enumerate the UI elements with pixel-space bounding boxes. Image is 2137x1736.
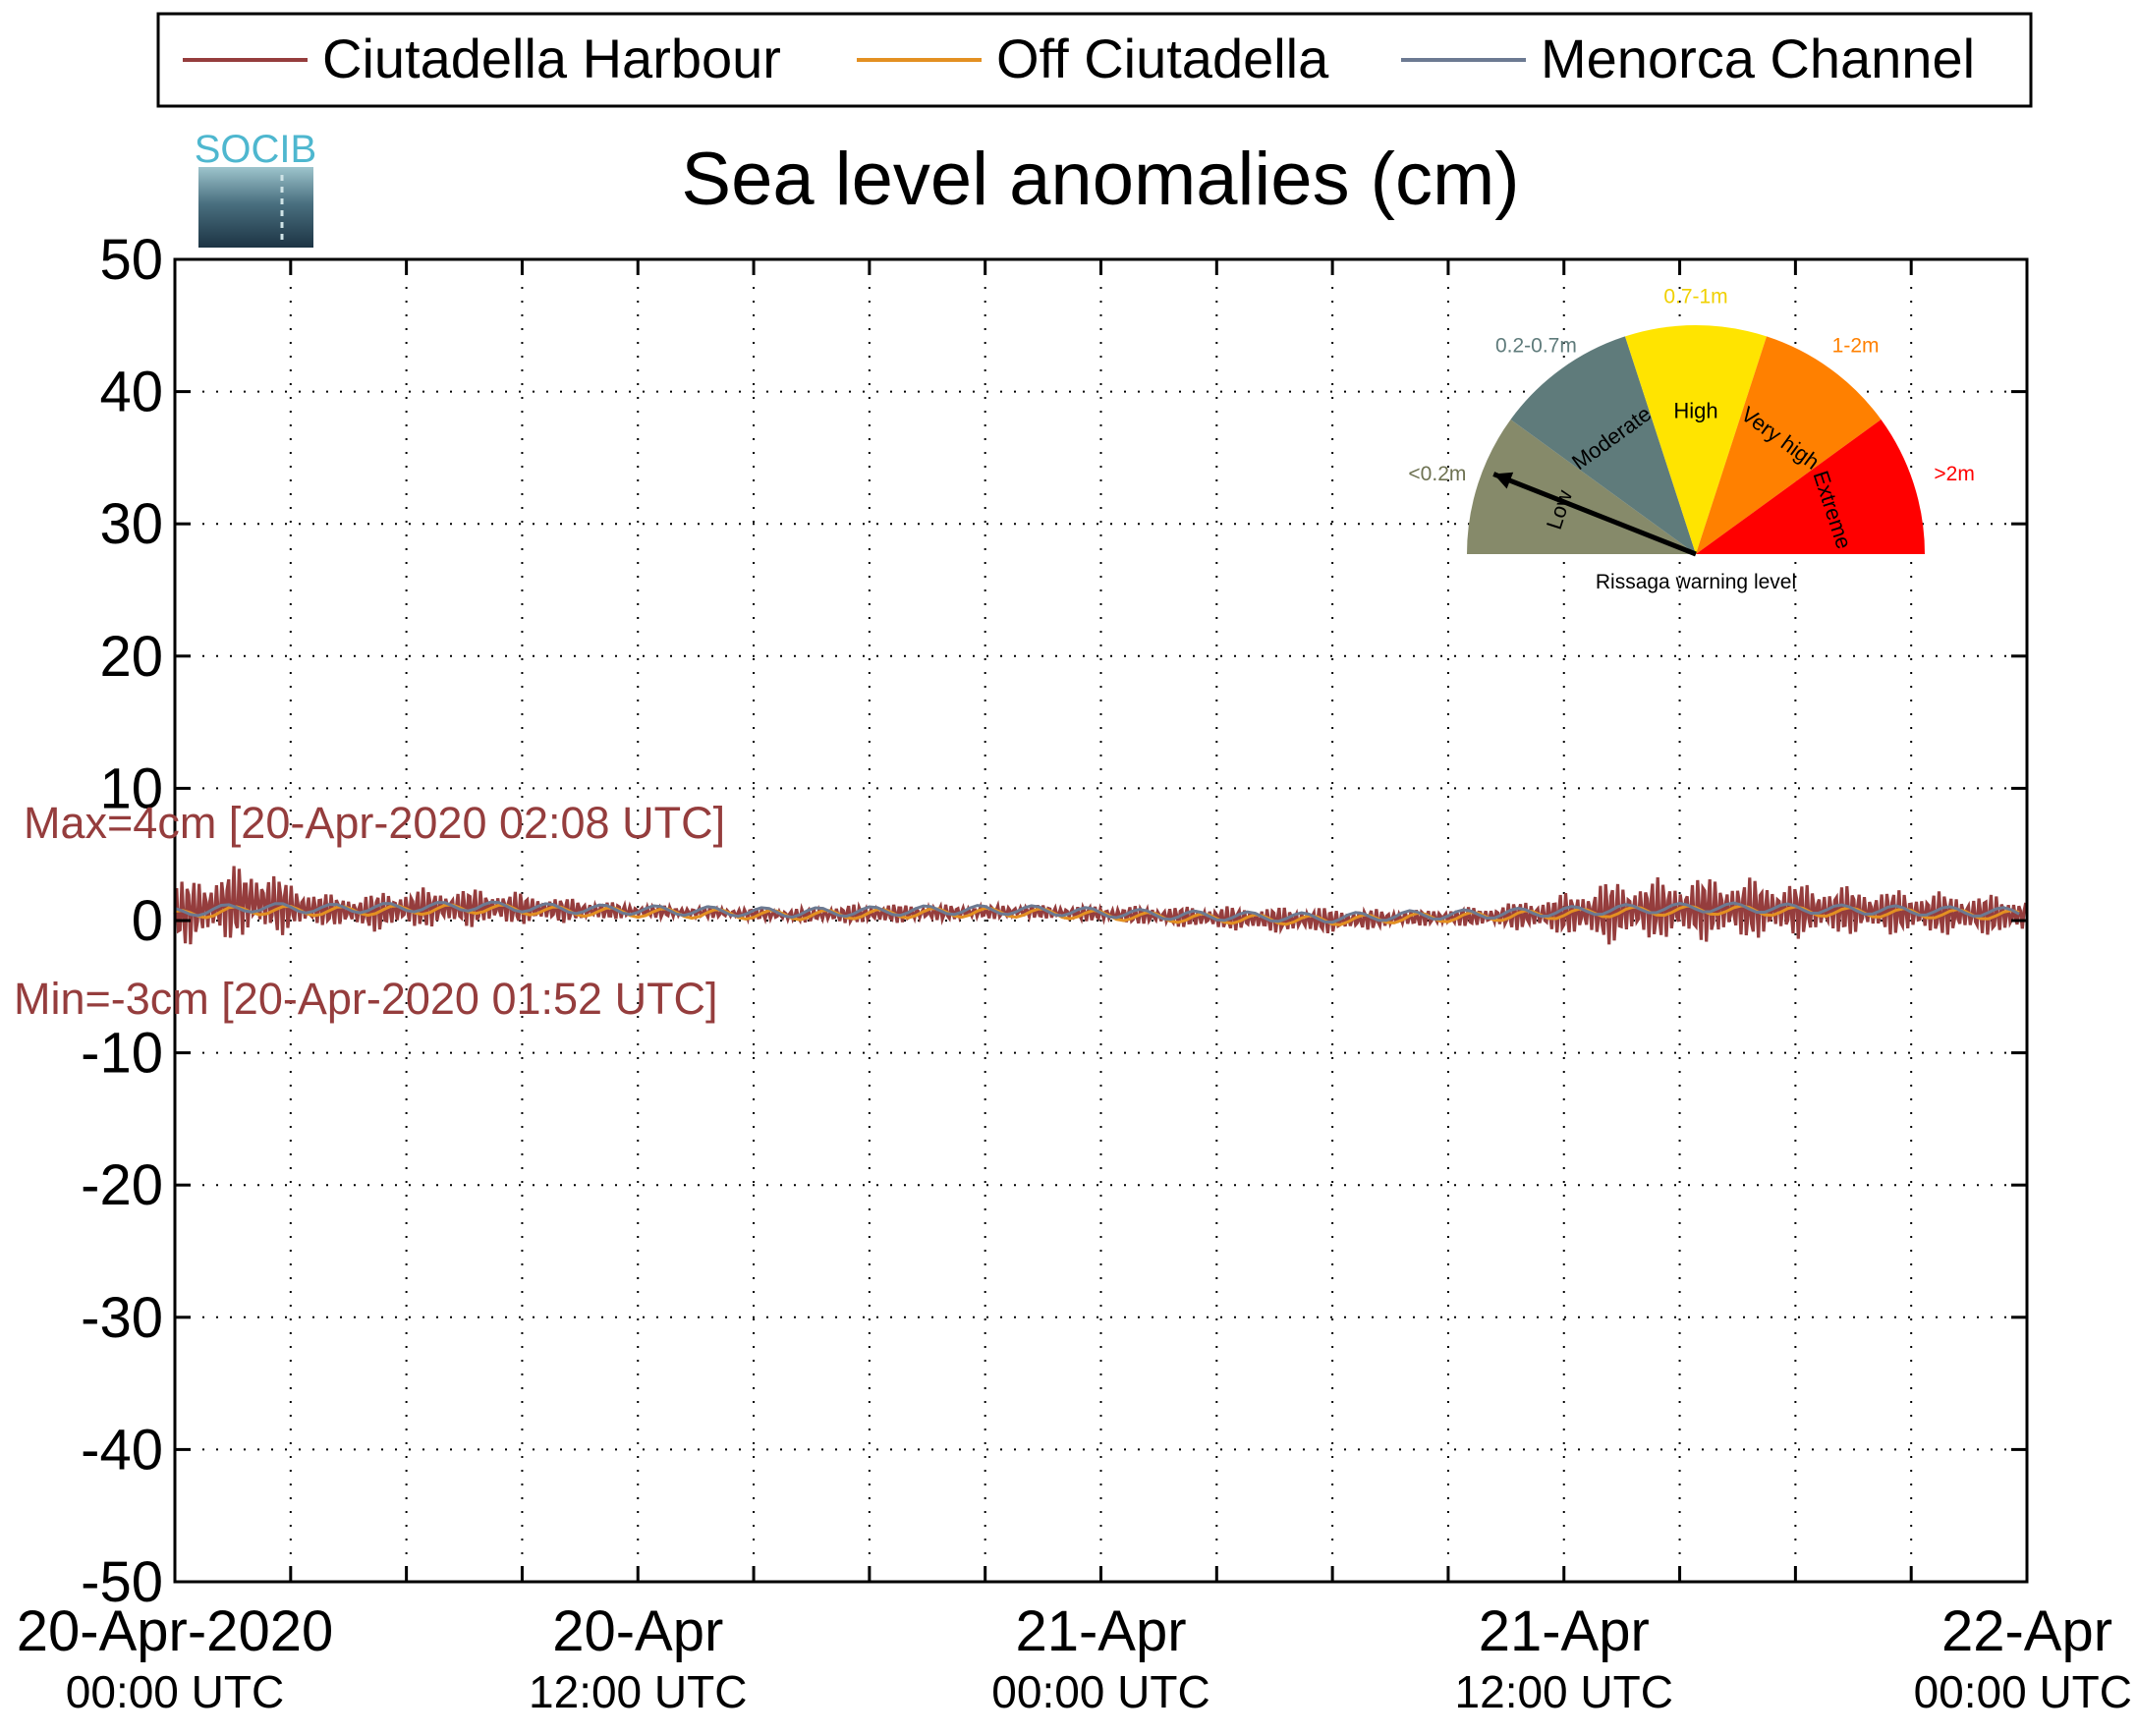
gauge-segment [1625, 324, 1767, 554]
logo-block [198, 167, 313, 248]
socib-logo: SOCIB [195, 128, 316, 248]
y-tick-label: 40 [99, 361, 163, 424]
y-tick-label: 10 [99, 756, 163, 820]
chart-title: Sea level anomalies (cm) [681, 138, 1519, 221]
legend-box [156, 12, 2033, 108]
y-tick-label: 50 [99, 228, 163, 292]
gauge-level-label: High [1673, 398, 1717, 422]
gauge-range-label: 0.7-1m [1663, 286, 1727, 308]
legend-label: Ciutadella Harbour [322, 28, 781, 89]
gauge-needle [1492, 472, 1697, 557]
gauge-segment [1467, 420, 1696, 554]
x-tick-date: 20-Apr [552, 1599, 723, 1663]
series-line-ciutadella-harbour [173, 866, 2028, 945]
x-tick-date: 21-Apr [1479, 1599, 1650, 1663]
legend-label: Menorca Channel [1541, 28, 1975, 89]
series-line-menorca-channel [174, 900, 2020, 924]
x-tick-time: 12:00 UTC [1455, 1666, 1673, 1717]
axis-ticks [173, 257, 2029, 1584]
y-tick-label: -50 [81, 1550, 163, 1614]
y-tick-label: -40 [81, 1418, 163, 1482]
series-layer [173, 866, 2028, 945]
x-tick-date: 20-Apr-2020 [17, 1599, 333, 1663]
max-annotation: Max=4cm [20-Apr-2020 02:08 UTC] [24, 798, 725, 848]
y-tick-label: 30 [99, 492, 163, 556]
x-tick-time: 00:00 UTC [991, 1666, 1209, 1717]
y-axis: -50 -40 -30 -20 -10 0 10 20 30 40 50 [81, 228, 163, 1614]
x-tick-time: 00:00 UTC [1914, 1666, 2132, 1717]
gauge-needle-head [1493, 472, 1514, 489]
gauge-segment [1696, 420, 1925, 554]
min-annotation: Min=-3cm [20-Apr-2020 01:52 UTC] [14, 974, 718, 1024]
y-tick-label: -10 [81, 1022, 163, 1086]
gauge-segment [1696, 336, 1882, 554]
gauge-range-label: 1-2m [1832, 334, 1880, 357]
y-tick-label: 0 [132, 889, 163, 953]
legend: Ciutadella Harbour Off Ciutadella Menorca … [156, 12, 2033, 108]
logo-text: SOCIB [195, 128, 316, 171]
x-tick-time: 00:00 UTC [66, 1666, 284, 1717]
x-tick-date: 21-Apr [1015, 1599, 1186, 1663]
gauge-caption: Rissaga warning level [1596, 571, 1796, 593]
gauge-range-label: >2m [1934, 463, 1974, 485]
y-tick-label: -20 [81, 1153, 163, 1217]
gauge-range-label: <0.2m [1408, 463, 1466, 485]
legend-label: Off Ciutadella [996, 28, 1329, 89]
gauge-segment [1510, 336, 1696, 554]
y-tick-label: -30 [81, 1286, 163, 1350]
x-tick-time: 12:00 UTC [529, 1666, 747, 1717]
y-tick-label: 20 [99, 625, 163, 689]
gauge-range-label: 0.2-0.7m [1495, 334, 1577, 357]
x-tick-date: 22-Apr [1941, 1599, 2112, 1663]
